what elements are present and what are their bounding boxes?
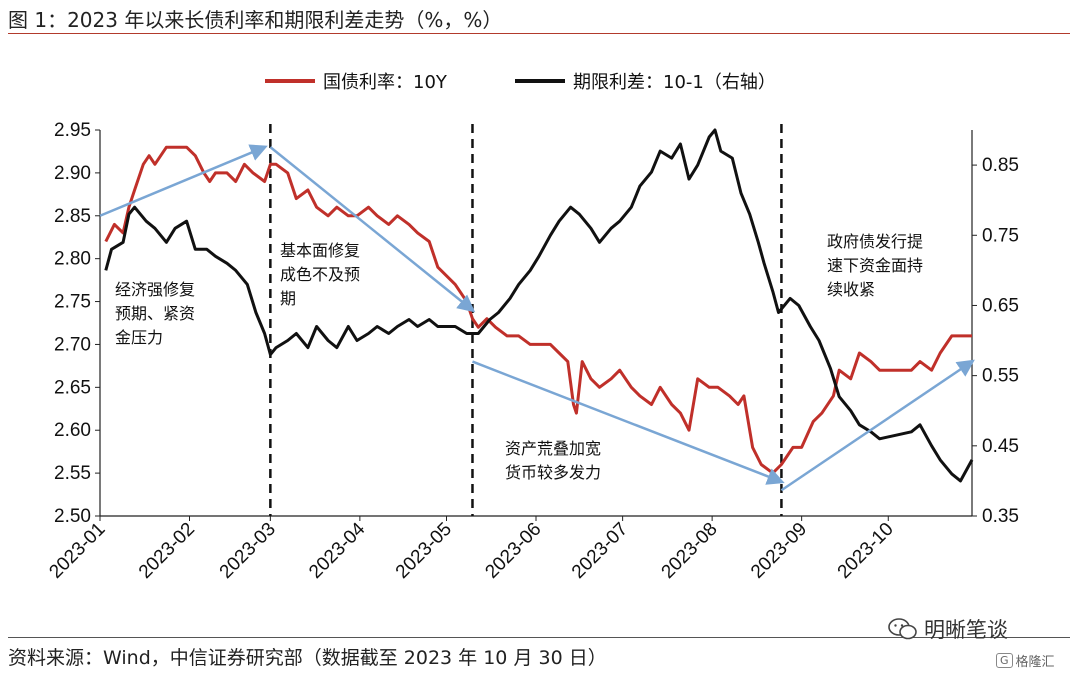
source-note: 资料来源：Wind，中信证券研究部（数据截至 2023 年 10 月 30 日）: [8, 647, 607, 669]
annotation-line: 政府债发行提: [827, 232, 923, 251]
annotation-line: 货币较多发力: [505, 463, 601, 482]
x-tick-label: 2023-08: [658, 519, 722, 583]
brand-watermark-2: G 格隆汇: [996, 651, 1055, 670]
y-right-tick-label: 0.85: [982, 155, 1019, 176]
y-left-tick-label: 2.50: [54, 506, 91, 527]
legend-label-spread: 期限利差：10-1（右轴）: [573, 72, 776, 93]
annotation-line: 经济强修复: [115, 280, 195, 299]
series-yield-line: [104, 145, 972, 475]
y-right-tick-label: 0.65: [982, 295, 1019, 316]
x-tick-label: 2023-01: [45, 519, 109, 583]
y-left-tick-label: 2.65: [54, 377, 91, 398]
y-right-tick-label: 0.35: [982, 506, 1019, 527]
annotation-line: 基本面修复: [280, 241, 360, 260]
x-tick-label: 2023-04: [305, 518, 369, 582]
x-tick-label: 2023-06: [481, 519, 545, 583]
y-left-tick-label: 2.60: [54, 420, 91, 441]
y-left-tick-label: 2.75: [54, 292, 91, 313]
brand-label: 明晰笔谈: [924, 618, 1008, 642]
y-right-tick-label: 0.45: [982, 436, 1019, 457]
x-tick-label: 2023-07: [568, 519, 632, 583]
x-tick-label: 2023-02: [135, 519, 199, 583]
annotation-line: 成色不及预: [280, 265, 360, 284]
annotation-line: 期: [280, 289, 296, 308]
annotation-line: 速下资金面持: [827, 256, 923, 275]
trend-arrow: [99, 144, 268, 217]
y-left-tick-label: 2.55: [54, 463, 91, 484]
figure-title: 图 1：2023 年以来长债利率和期限利差走势（%，%）: [8, 8, 503, 32]
y-right-tick-label: 0.55: [982, 366, 1019, 387]
title-rule: [8, 33, 1070, 34]
trend-arrow: [269, 146, 476, 313]
annotation-line: 金压力: [115, 328, 163, 347]
y-right-tick-label: 0.75: [982, 225, 1019, 246]
x-tick-label: 2023-03: [216, 519, 280, 583]
trend-arrow: [472, 360, 785, 485]
g-logo-icon: G: [996, 653, 1013, 668]
annotation-line: 续收紧: [827, 280, 875, 299]
x-tick-label: 2023-09: [747, 519, 811, 583]
legend-label-yield: 国债利率：10Y: [323, 72, 448, 93]
trend-arrow: [780, 359, 975, 492]
series-spread-line: [104, 128, 974, 483]
y-left-tick-label: 2.80: [54, 249, 91, 270]
y-left-tick-label: 2.90: [54, 163, 91, 184]
x-tick-label: 2023-10: [834, 519, 898, 583]
x-tick-label: 2023-05: [392, 519, 456, 583]
brand2-label: 格隆汇: [1015, 655, 1055, 670]
chart: 2.50 2.55 2.60 2.65 2.70 2.75 2.80 2.85 2.90 2.95…: [45, 72, 1019, 583]
y-left-tick-label: 2.70: [54, 334, 91, 355]
annotation-line: 资产荒叠加宽: [505, 439, 601, 458]
wechat-icon: [888, 618, 917, 640]
annotation-line: 预期、紧资: [115, 304, 195, 323]
brand-watermark: 明晰笔谈: [888, 614, 1008, 644]
y-left-tick-label: 2.95: [54, 120, 91, 141]
y-left-tick-label: 2.85: [54, 206, 91, 227]
source-rule: [8, 637, 1070, 638]
